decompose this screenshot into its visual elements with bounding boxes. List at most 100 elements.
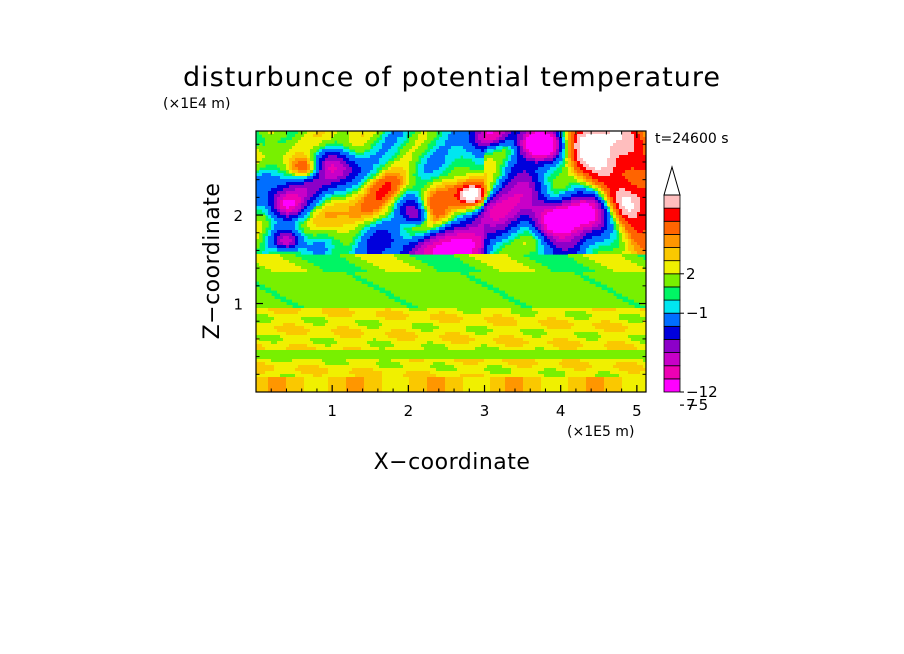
heatmap-cell: [277, 155, 281, 159]
heatmap-cell: [403, 152, 407, 156]
heatmap-cell: [403, 146, 407, 150]
heatmap-cell: [262, 158, 266, 162]
heatmap-cell: [610, 143, 614, 147]
heatmap-cell: [511, 140, 515, 144]
heatmap-cell: [499, 134, 503, 138]
heatmap-cell: [562, 146, 566, 150]
heatmap-cell: [400, 140, 404, 144]
heatmap-cell: [298, 140, 302, 144]
heatmap-cell: [358, 146, 362, 150]
heatmap-cell: [379, 149, 383, 153]
heatmap-cell: [628, 155, 632, 159]
heatmap-cell: [265, 158, 269, 162]
heatmap-cell: [631, 131, 635, 135]
heatmap-cell: [523, 152, 527, 156]
heatmap-cell: [304, 155, 308, 159]
heatmap-cell: [622, 146, 626, 150]
heatmap-cell: [388, 134, 392, 138]
heatmap-cell: [409, 146, 413, 150]
heatmap-cell: [547, 131, 551, 135]
heatmap-cell: [427, 134, 431, 138]
heatmap-cell: [415, 143, 419, 147]
heatmap-cell: [328, 131, 332, 135]
heatmap-cell: [358, 143, 362, 147]
heatmap-cell: [541, 146, 545, 150]
heatmap-cell: [385, 134, 389, 138]
heatmap-cell: [277, 137, 281, 141]
heatmap-cell: [631, 146, 635, 150]
heatmap-cell: [268, 155, 272, 159]
heatmap-cell: [484, 131, 488, 135]
heatmap-cell: [286, 158, 290, 162]
heatmap-cell: [643, 149, 646, 153]
heatmap-cell: [481, 131, 485, 135]
heatmap-cell: [403, 149, 407, 153]
heatmap-cell: [277, 143, 281, 147]
heatmap-cell: [319, 155, 323, 159]
heatmap-cell: [271, 131, 275, 135]
heatmap-cell: [484, 137, 488, 141]
heatmap-cell: [595, 134, 599, 138]
heatmap-cell: [583, 143, 587, 147]
heatmap-cell: [271, 137, 275, 141]
heatmap-cell: [466, 137, 470, 141]
heatmap-cell: [355, 155, 359, 159]
heatmap-cell: [286, 140, 290, 144]
heatmap-cell: [274, 158, 278, 162]
heatmap-cell: [397, 137, 401, 141]
heatmap-cell: [472, 152, 476, 156]
heatmap-cell: [358, 131, 362, 135]
heatmap-cell: [544, 143, 548, 147]
heatmap-cell: [625, 146, 629, 150]
heatmap-cell: [325, 134, 329, 138]
heatmap-cell: [289, 152, 293, 156]
heatmap-cell: [499, 140, 503, 144]
heatmap-cell: [616, 155, 620, 159]
heatmap-cell: [565, 137, 569, 141]
heatmap-cell: [259, 158, 263, 162]
heatmap-cell: [340, 155, 344, 159]
heatmap-cell: [559, 146, 563, 150]
heatmap-cell: [643, 137, 646, 141]
heatmap-cell: [568, 134, 572, 138]
heatmap-cell: [553, 143, 557, 147]
heatmap-cell: [352, 155, 356, 159]
heatmap-cell: [595, 155, 599, 159]
heatmap-cell: [460, 146, 464, 150]
heatmap-cell: [451, 152, 455, 156]
heatmap-cell: [547, 140, 551, 144]
heatmap-cell: [622, 134, 626, 138]
heatmap-cell: [634, 140, 638, 144]
heatmap-cell: [301, 146, 305, 150]
heatmap-cell: [469, 137, 473, 141]
heatmap-cell: [568, 155, 572, 159]
heatmap-cell: [382, 152, 386, 156]
heatmap-cell: [595, 245, 599, 249]
heatmap-cell: [310, 158, 314, 162]
heatmap-cell: [403, 131, 407, 135]
heatmap-cell: [580, 134, 584, 138]
heatmap-cell: [310, 134, 314, 138]
heatmap-cell: [283, 143, 287, 147]
heatmap-cell: [367, 140, 371, 144]
heatmap-cell: [286, 143, 290, 147]
heatmap-cell: [304, 146, 308, 150]
heatmap-cell: [472, 137, 476, 141]
heatmap-cell: [415, 146, 419, 150]
heatmap-cell: [517, 140, 521, 144]
heatmap-cell: [577, 134, 581, 138]
heatmap-cell: [289, 158, 293, 162]
heatmap-cell: [535, 152, 539, 156]
heatmap-cell: [580, 146, 584, 150]
heatmap-cell: [502, 149, 506, 153]
heatmap-cell: [577, 140, 581, 144]
heatmap-cell: [415, 134, 419, 138]
heatmap-cell: [304, 143, 308, 147]
heatmap-cell: [412, 152, 416, 156]
heatmap-cell: [574, 152, 578, 156]
heatmap-cell: [475, 146, 479, 150]
heatmap-cell: [640, 137, 644, 141]
heatmap-cell: [412, 137, 416, 141]
heatmap-cell: [325, 146, 329, 150]
heatmap-cell: [439, 152, 443, 156]
